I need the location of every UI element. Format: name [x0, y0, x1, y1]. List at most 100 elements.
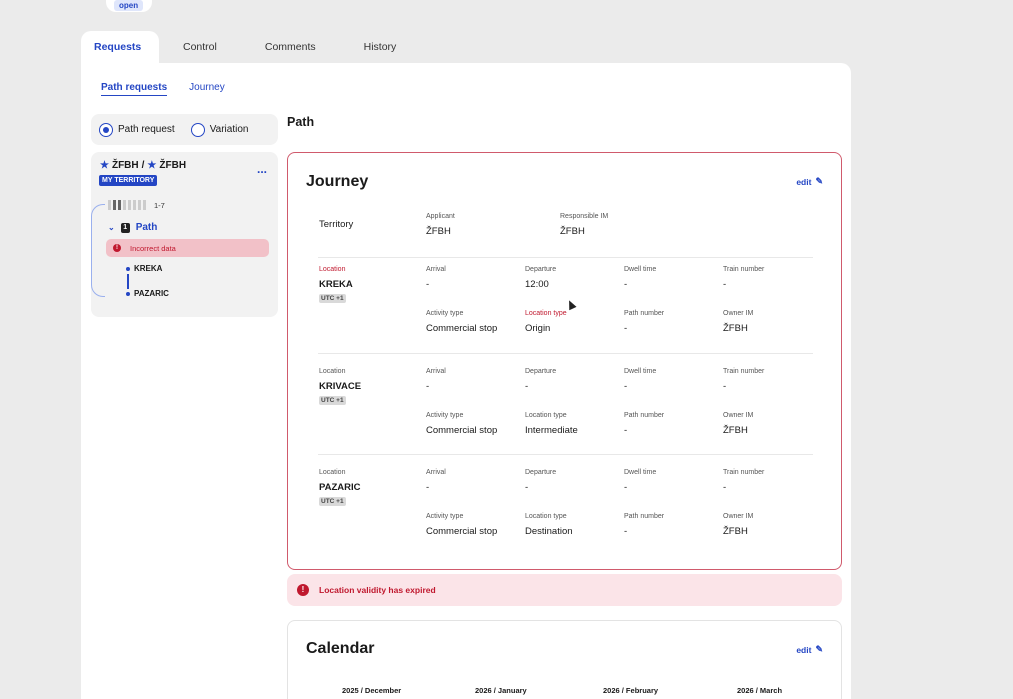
- path-tree: ★ ŽFBH / ★ ŽFBH MY TERRITORY ... 1-7 ⌄ 1…: [91, 152, 278, 317]
- validity-alert: ! Location validity has expired: [287, 574, 842, 606]
- location-label: Location: [319, 469, 346, 476]
- radio-path-request-label: Path request: [118, 124, 175, 135]
- owner-im-label: Owner IM: [723, 412, 754, 419]
- utc-badge: UTC +1: [319, 294, 346, 303]
- calendar-edit-link[interactable]: edit ✎: [796, 644, 823, 655]
- star-icon: ★: [147, 160, 157, 171]
- edit-label: edit: [796, 644, 812, 655]
- subtabs: Path requests Journey: [101, 82, 225, 96]
- journey-title: Journey: [306, 173, 369, 190]
- divider: [318, 353, 813, 354]
- days-label: 1-7: [154, 201, 165, 210]
- arrival-label: Arrival: [426, 469, 446, 476]
- owner-im-label: Owner IM: [723, 310, 754, 317]
- departure-value: -: [525, 482, 529, 493]
- journey-edit-link[interactable]: edit ✎: [796, 176, 823, 187]
- radio-selected-icon[interactable]: [99, 122, 113, 137]
- path-number-value: -: [624, 323, 628, 334]
- activity-label: Activity type: [426, 310, 464, 317]
- calendar-month: 2025 / December: [342, 686, 402, 695]
- owner-im-value: ŽFBH: [723, 323, 748, 334]
- utc-badge: UTC +1: [319, 497, 346, 506]
- departure-label: Departure: [525, 266, 557, 273]
- departure-label: Departure: [525, 368, 557, 375]
- owner-im-label: Owner IM: [723, 513, 754, 520]
- star-icon: ★: [100, 160, 109, 171]
- tree-title-b: ŽFBH: [159, 160, 187, 171]
- owner-im-value: ŽFBH: [723, 526, 748, 537]
- train-number-label: Train number: [723, 469, 765, 476]
- radio-variation-label: Variation: [209, 124, 249, 135]
- path-number-value: -: [624, 425, 628, 436]
- radio-variation[interactable]: Variation: [190, 122, 249, 137]
- calendar-month: 2026 / January: [475, 686, 527, 695]
- location-name: KREKA: [319, 279, 353, 290]
- dwell-label: Dwell time: [624, 266, 657, 273]
- subtab-journey[interactable]: Journey: [189, 82, 225, 93]
- territory-label: Territory: [319, 219, 354, 230]
- utc-badge: UTC +1: [319, 396, 346, 405]
- stop-connector: [127, 274, 129, 289]
- activity-value: Commercial stop: [426, 425, 498, 436]
- arrival-label: Arrival: [426, 266, 446, 273]
- arrival-label: Arrival: [426, 368, 446, 375]
- location-label: Location: [319, 266, 346, 273]
- divider: [318, 454, 813, 455]
- location-name: PAZARIC: [319, 482, 361, 493]
- status-chip: open: [106, 0, 152, 12]
- chevron-down-icon[interactable]: ⌄: [108, 223, 115, 232]
- alert-icon: !: [297, 584, 309, 596]
- tree-stop-pazaric[interactable]: PAZARIC: [126, 289, 169, 298]
- path-number-value: -: [624, 526, 628, 537]
- main-tabs: Requests Control Comments History: [81, 31, 420, 63]
- calendar-month: 2026 / March: [737, 686, 783, 695]
- dwell-value: -: [624, 279, 628, 290]
- tab-comments[interactable]: Comments: [264, 41, 316, 53]
- tree-stop-kreka[interactable]: KREKA: [126, 264, 162, 273]
- arrival-value: -: [426, 482, 430, 493]
- calendar-title: Calendar: [306, 640, 375, 657]
- dwell-label: Dwell time: [624, 469, 657, 476]
- journey-card: Journey edit ✎ Territory Applicant ŽFBH …: [287, 152, 842, 570]
- status-badge: open: [114, 0, 144, 11]
- applicant-label: Applicant: [426, 213, 455, 220]
- pencil-icon: ✎: [815, 644, 823, 654]
- more-menu-icon[interactable]: ...: [257, 162, 268, 176]
- radio-path-request[interactable]: Path request: [99, 122, 175, 137]
- activity-label: Activity type: [426, 513, 464, 520]
- dwell-label: Dwell time: [624, 368, 657, 375]
- location-name: KRIVACE: [319, 381, 362, 392]
- activity-value: Commercial stop: [426, 323, 498, 334]
- edit-label: edit: [796, 176, 812, 187]
- tab-requests[interactable]: Requests: [81, 31, 159, 63]
- location-type-value: Intermediate: [525, 425, 578, 436]
- path-heading: Path: [287, 115, 315, 129]
- request-type-selector: Path request Variation: [91, 114, 278, 145]
- subtab-path-requests[interactable]: Path requests: [101, 82, 168, 96]
- radio-unselected-icon[interactable]: [190, 122, 205, 137]
- tab-history[interactable]: History: [363, 41, 397, 53]
- incorrect-data-label: Incorrect data: [130, 243, 176, 253]
- train-number-value: -: [723, 381, 727, 392]
- activity-label: Activity type: [426, 412, 464, 419]
- path-number-label: Path number: [624, 513, 665, 520]
- tree-path-item[interactable]: ⌄ 1 Path: [108, 222, 157, 233]
- location-type-label: Location type: [525, 513, 567, 520]
- location-type-value: Origin: [525, 323, 551, 334]
- applicant-value: ŽFBH: [426, 226, 451, 237]
- departure-value: -: [525, 381, 529, 392]
- divider: [318, 257, 813, 258]
- train-number-value: -: [723, 279, 727, 290]
- calendar-card: Calendar edit ✎ 2025 / December 2026 / J…: [287, 620, 842, 699]
- arrival-value: -: [426, 381, 430, 392]
- tree-path-label: Path: [135, 222, 158, 233]
- tree-title-separator: /: [141, 160, 145, 171]
- responsible-im-label: Responsible IM: [560, 213, 609, 220]
- tab-control[interactable]: Control: [183, 41, 217, 53]
- departure-label: Departure: [525, 469, 557, 476]
- departure-value: 12:00: [525, 279, 549, 290]
- territory-badge: MY TERRITORY: [99, 175, 158, 186]
- owner-im-value: ŽFBH: [723, 425, 748, 436]
- error-icon: !: [113, 244, 121, 252]
- dwell-value: -: [624, 381, 628, 392]
